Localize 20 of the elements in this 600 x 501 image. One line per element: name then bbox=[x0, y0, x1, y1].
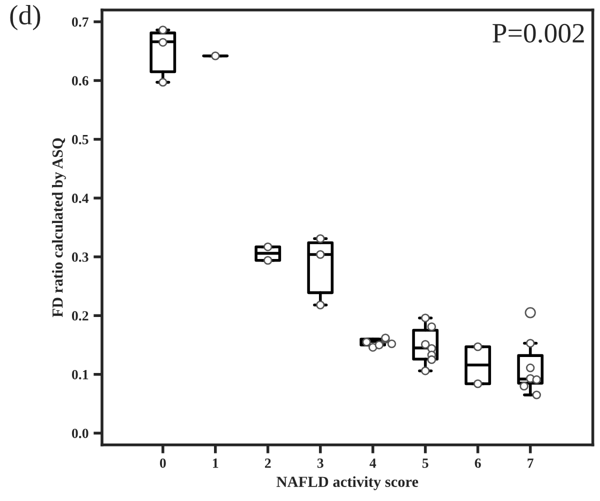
x-tick-label: 5 bbox=[422, 458, 428, 468]
y-tick-label: 0.1 bbox=[72, 370, 88, 380]
y-axis-title: FD ratio calculated by ASQ bbox=[52, 138, 66, 318]
x-tick-label: 7 bbox=[528, 458, 534, 468]
y-tick-label: 0.5 bbox=[72, 134, 88, 144]
annotation: P=0.002 bbox=[492, 24, 584, 43]
y-tick-label: 0.0 bbox=[72, 428, 88, 438]
x-tick-label: 4 bbox=[370, 458, 376, 468]
y-tick-label: 0.2 bbox=[72, 311, 88, 321]
y-tick-label: 0.6 bbox=[72, 76, 88, 86]
x-tick-label: 3 bbox=[317, 458, 324, 468]
y-tick-label: 0.3 bbox=[72, 252, 88, 262]
y-tick-label: 0.7 bbox=[72, 17, 88, 27]
x-tick-label: 2 bbox=[264, 458, 271, 468]
y-tick-label: 0.4 bbox=[72, 194, 89, 204]
x-tick-label: 6 bbox=[474, 458, 481, 468]
x-axis-title: NAFLD activity score bbox=[276, 476, 418, 490]
x-tick-label: 0 bbox=[160, 458, 166, 468]
text: (d) bbox=[10, 5, 40, 30]
x-tick-label: 1 bbox=[213, 458, 218, 468]
